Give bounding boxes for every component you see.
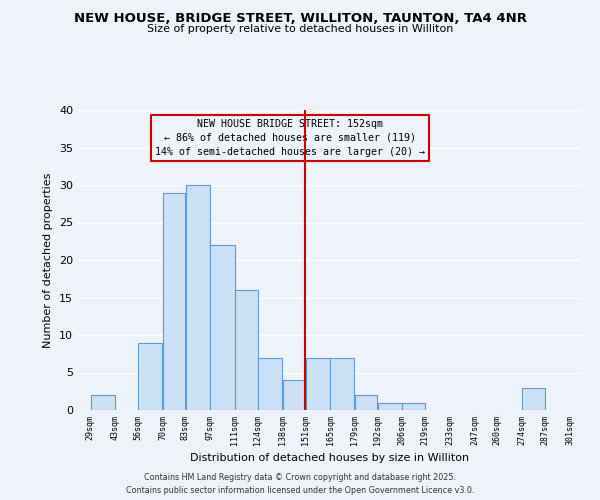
X-axis label: Distribution of detached houses by size in Williton: Distribution of detached houses by size … [190, 453, 470, 463]
Bar [523, 388, 545, 410]
Bar [330, 358, 355, 410]
Bar [91, 395, 115, 410]
Bar [138, 342, 163, 410]
Bar [258, 358, 282, 410]
Text: NEW HOUSE, BRIDGE STREET, WILLITON, TAUNTON, TA4 4NR: NEW HOUSE, BRIDGE STREET, WILLITON, TAUN… [74, 12, 527, 26]
Text: Contains HM Land Registry data © Crown copyright and database right 2025.
Contai: Contains HM Land Registry data © Crown c… [126, 474, 474, 495]
Y-axis label: Number of detached properties: Number of detached properties [43, 172, 53, 348]
Bar [355, 395, 377, 410]
Text: Size of property relative to detached houses in Williton: Size of property relative to detached ho… [147, 24, 453, 34]
Bar [403, 402, 425, 410]
Bar [186, 185, 210, 410]
Bar [163, 192, 185, 410]
Bar [283, 380, 305, 410]
Bar [378, 402, 402, 410]
Text: NEW HOUSE BRIDGE STREET: 152sqm
← 86% of detached houses are smaller (119)
14% o: NEW HOUSE BRIDGE STREET: 152sqm ← 86% of… [155, 119, 425, 157]
Bar [305, 358, 330, 410]
Bar [211, 245, 235, 410]
Bar [235, 290, 257, 410]
